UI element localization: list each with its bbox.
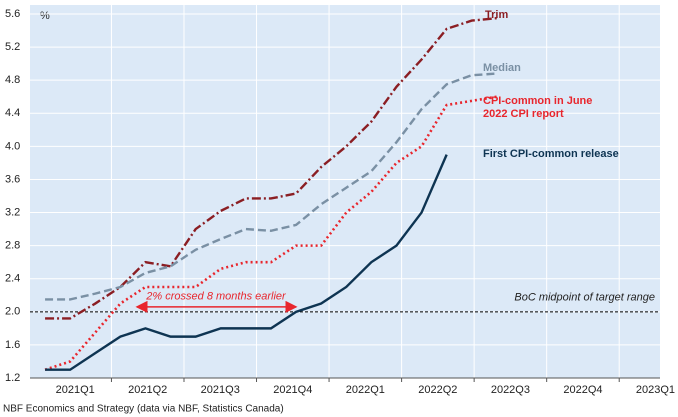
y-tick-label: 4.4 (5, 107, 20, 119)
series-label: First CPI-common release (483, 148, 619, 160)
reference-label: BoC midpoint of target range (514, 292, 655, 304)
series-label: CPI-common in June 2022 CPI report (483, 95, 593, 120)
y-tick-label: 1.2 (5, 372, 20, 384)
y-tick-label: 3.2 (5, 206, 20, 218)
y-tick-label: 2.4 (5, 273, 20, 285)
x-tick-label: 2022Q2 (418, 384, 457, 396)
y-tick-label: 5.2 (5, 41, 20, 53)
plot-area (30, 5, 660, 378)
series-line (45, 154, 448, 371)
y-tick-label: 3.6 (5, 173, 20, 185)
x-tick-label: 2022Q4 (563, 384, 602, 396)
x-tick-label: 2022Q3 (491, 384, 530, 396)
x-tick-label: 2022Q1 (346, 384, 385, 396)
y-axis-label: % (40, 10, 50, 22)
x-tick-label: 2021Q3 (201, 384, 240, 396)
series-label: Median (483, 62, 521, 74)
x-tick-label: 2021Q4 (273, 384, 312, 396)
series-label: Trim (485, 9, 509, 21)
x-tick-label: 2023Q1 (636, 384, 675, 396)
y-tick-label: 4.8 (5, 74, 20, 86)
y-tick-label: 2.0 (5, 306, 20, 318)
series-line (44, 95, 498, 371)
y-tick-label: 2.8 (5, 240, 20, 252)
source: NBF Economics and Strategy (data via NBF… (3, 404, 284, 415)
y-tick-label: 5.6 (5, 8, 20, 20)
y-tick-label: 1.6 (5, 339, 20, 351)
x-tick-label: 2021Q1 (56, 384, 95, 396)
series-line (45, 16, 497, 320)
y-tick-label: 4.0 (5, 140, 20, 152)
series-line (45, 72, 497, 301)
x-tick-label: 2021Q2 (128, 384, 167, 396)
annotation: 2% crossed 8 months earlier (145, 291, 287, 303)
